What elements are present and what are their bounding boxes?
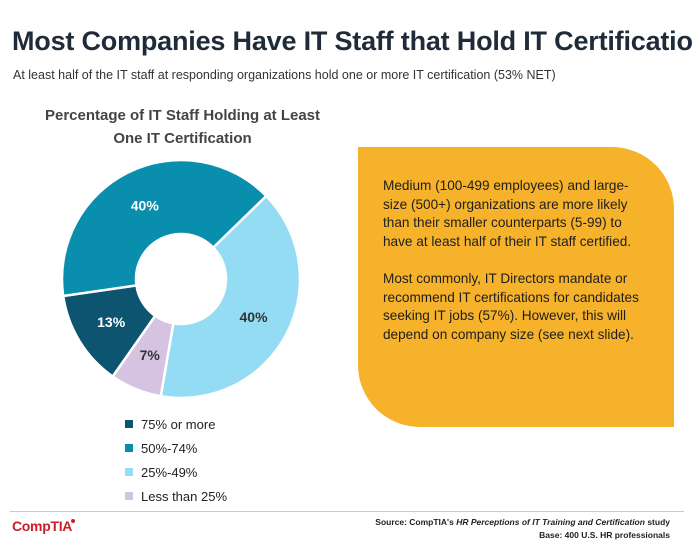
logo-dot-icon	[71, 519, 75, 523]
legend-item-1: 75% or more	[125, 412, 227, 436]
source-note: Source: CompTIA's HR Perceptions of IT T…	[375, 516, 670, 542]
chart-title: Percentage of IT Staff Holding at Least …	[10, 104, 355, 150]
source-line: Source: CompTIA's HR Perceptions of IT T…	[375, 516, 670, 529]
legend-swatch-icon	[125, 492, 133, 500]
base-text: Base: 400 U.S. HR professionals	[539, 530, 670, 540]
legend-item-2: 50%-74%	[125, 436, 227, 460]
chart-title-line-2: One IT Certification	[113, 130, 252, 147]
legend-label: 75% or more	[141, 416, 216, 432]
donut-chart: 13% 40% 40% 7%	[60, 158, 302, 400]
legend-item-3: 25%-49%	[125, 460, 227, 484]
callout-box: Medium (100-499 employees) and large-siz…	[358, 147, 674, 427]
donut-slice-4	[111, 314, 175, 398]
legend-label: 25%-49%	[141, 464, 198, 480]
comptia-logo: CompTIA	[12, 518, 73, 534]
chart-legend: 75% or more 50%-74% 25%-49% Less than 25%	[125, 412, 227, 508]
source-prefix: Source: CompTIA's	[375, 517, 454, 527]
footer-divider	[10, 511, 684, 512]
legend-swatch-icon	[125, 468, 133, 476]
legend-label: 50%-74%	[141, 440, 198, 456]
base-line: Base: 400 U.S. HR professionals	[375, 529, 670, 542]
donut-slice-3	[159, 194, 302, 400]
donut-label-1: 13%	[97, 314, 126, 330]
donut-slice-2	[60, 158, 269, 298]
chart-title-line-1: Percentage of IT Staff Holding at Least	[44, 107, 321, 124]
page-title: Most Companies Have IT Staff that Hold I…	[12, 26, 694, 56]
legend-swatch-icon	[125, 420, 133, 428]
legend-swatch-icon	[125, 444, 133, 452]
donut-label-4: 7%	[140, 347, 161, 363]
callout-paragraph-1: Medium (100-499 employees) and large-siz…	[383, 178, 632, 249]
callout-paragraph-2: Most commonly, IT Directors mandate or r…	[383, 270, 639, 342]
donut-label-2: 40%	[131, 197, 160, 213]
source-suffix: study	[647, 517, 670, 527]
source-title: HR Perceptions of IT Training and Certif…	[456, 517, 645, 527]
page-subtitle: At least half of the IT staff at respond…	[13, 68, 556, 82]
legend-item-4: Less than 25%	[125, 484, 227, 508]
legend-label: Less than 25%	[141, 488, 228, 504]
donut-label-3: 40%	[240, 309, 269, 325]
